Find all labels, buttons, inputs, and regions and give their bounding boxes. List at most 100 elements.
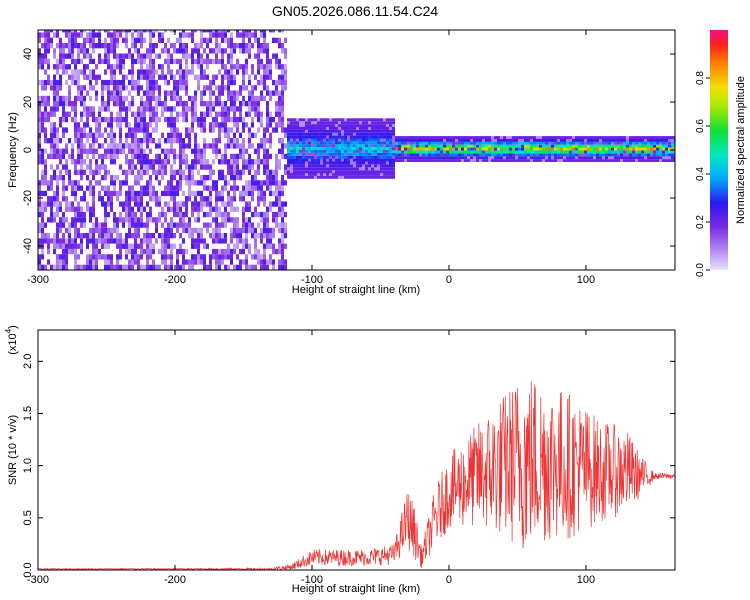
spectrogram-cell	[65, 164, 68, 170]
spectrogram-cell	[344, 175, 347, 179]
spectrogram-cell	[377, 155, 380, 159]
spectrogram-cell	[332, 167, 335, 171]
spectrogram-cell	[314, 164, 317, 168]
spectrogram-cell	[230, 238, 233, 244]
spectrogram-cell	[101, 196, 104, 202]
spectrogram-cell	[41, 153, 44, 160]
spectrogram-cell	[560, 147, 563, 151]
spectrogram-cell	[365, 141, 368, 145]
spectrogram-cell	[266, 138, 269, 144]
spectrogram-cell	[611, 144, 614, 148]
spectrogram-cell	[584, 141, 587, 145]
spectrogram-cell	[536, 153, 539, 157]
spectrogram-cell	[254, 233, 257, 239]
spectrogram-cell	[77, 48, 80, 54]
spectrogram-cell	[668, 150, 671, 154]
spectrogram-cell	[554, 156, 557, 160]
spectrogram-cell	[92, 196, 95, 202]
spectrogram-cell	[362, 118, 365, 122]
spectrogram-cell	[188, 264, 191, 270]
spectrogram-cell	[284, 37, 287, 43]
spectrogram-cell	[209, 95, 212, 102]
spectrogram-cell	[332, 141, 335, 145]
spectrogram-cell	[212, 233, 215, 239]
spectrogram-cell	[254, 169, 257, 175]
spectrogram-cell	[344, 147, 347, 150]
spectrogram-cell	[203, 37, 206, 43]
spectrogram-cell	[107, 227, 110, 234]
spectrogram-cell	[101, 132, 104, 138]
spectrogram-cell	[56, 153, 59, 160]
spectrogram-cell	[152, 164, 155, 170]
spectrogram-cell	[380, 132, 383, 136]
spectrogram-cell	[149, 69, 152, 75]
spectrogram-cell	[458, 141, 461, 145]
spectrogram-cell	[539, 159, 542, 162]
spectrogram-cell	[371, 152, 374, 156]
spectrogram-cell	[359, 147, 362, 150]
spectrogram-cell	[164, 106, 167, 112]
spectrogram-cell	[257, 79, 260, 86]
spectrogram-cell	[89, 74, 92, 80]
spectrogram-cell	[260, 43, 263, 49]
spectrogram-cell	[89, 43, 92, 49]
spectrogram-cell	[89, 238, 92, 244]
spectrogram-cell	[149, 64, 152, 70]
spectrogram-cell	[56, 85, 59, 91]
spectrogram-cell	[185, 106, 188, 112]
spectrogram-cell	[398, 144, 401, 148]
spectrogram-cell	[422, 150, 425, 154]
spectrogram-cell	[224, 153, 227, 160]
spectrogram-cell	[632, 141, 635, 145]
spectrogram-cell	[281, 64, 284, 70]
spectrogram-cell	[98, 196, 101, 202]
spectrogram-cell	[272, 259, 275, 265]
spectrogram-cell	[143, 122, 146, 128]
spectrogram-cell	[230, 58, 233, 65]
spectrogram-cell	[167, 222, 170, 228]
spectrogram-cell	[257, 164, 260, 170]
spectrogram-cell	[47, 238, 50, 244]
spectrogram-cell	[308, 132, 311, 136]
spectrogram-cell	[362, 170, 365, 174]
spectrogram-cell	[224, 180, 227, 186]
spectrogram-cell	[239, 101, 242, 107]
spectrogram-cell	[170, 106, 173, 112]
spectrogram-cell	[179, 164, 182, 170]
spectrogram-cell	[176, 37, 179, 43]
spectrogram-cell	[116, 95, 119, 102]
spectrogram-cell	[74, 37, 77, 43]
spectrogram-cell	[110, 32, 113, 38]
spectrogram-cell	[116, 264, 119, 270]
spectrogram-cell	[314, 155, 317, 159]
snr-y-tick-label: 0.0	[22, 562, 34, 577]
spectrogram-cell	[524, 159, 527, 162]
spectrogram-cell	[329, 170, 332, 174]
spectrogram-cell	[281, 217, 284, 223]
spectrogram-cell	[266, 48, 269, 54]
spectrogram-cell	[152, 64, 155, 70]
spectrogram-cell	[83, 106, 86, 112]
spectrogram-cell	[59, 148, 62, 154]
spectrogram-cell	[131, 85, 134, 91]
spectrogram-cell	[59, 48, 62, 54]
spectrogram-cell	[311, 161, 314, 165]
spectrogram-cell	[392, 170, 395, 174]
spectrogram-cell	[290, 144, 293, 148]
spectrogram-cell	[428, 147, 431, 151]
spectrogram-cell	[377, 152, 380, 156]
spectrogram-cell	[137, 264, 140, 270]
spectrogram-cell	[635, 147, 638, 151]
spectrogram-cell	[101, 116, 104, 123]
spectrogram-cell	[53, 196, 56, 202]
spectrogram-cell	[374, 173, 377, 176]
spectrogram-cell	[257, 153, 260, 160]
spectrogram-cell	[287, 152, 290, 156]
spectrogram-cell	[170, 248, 173, 255]
spectrogram-cell	[248, 185, 251, 191]
spectrogram-cell	[671, 150, 674, 154]
spectrogram-cell	[251, 254, 254, 260]
spectrogram-cell	[284, 222, 287, 228]
spectrogram-cell	[227, 116, 230, 123]
spectrogram-cell	[233, 227, 236, 234]
